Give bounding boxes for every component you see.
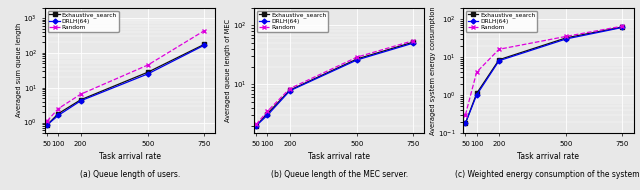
- Exhaustive_search: [461, 122, 469, 124]
- Random: [473, 71, 481, 73]
- Exhaustive_search: [54, 112, 62, 115]
- Line: Random: Random: [45, 29, 206, 123]
- DRLH(64): [286, 90, 294, 92]
- Exhaustive_search: [563, 37, 570, 39]
- Legend: Exhaustive_search, DRLH(64), Random: Exhaustive_search, DRLH(64), Random: [48, 10, 118, 32]
- Exhaustive_search: [286, 89, 294, 91]
- Y-axis label: Averaged sum queue length: Averaged sum queue length: [16, 23, 22, 117]
- X-axis label: Task arrival rate: Task arrival rate: [99, 152, 161, 161]
- Exhaustive_search: [77, 99, 84, 101]
- Random: [618, 25, 626, 27]
- Random: [410, 40, 417, 42]
- DRLH(64): [563, 38, 570, 40]
- DRLH(64): [264, 114, 271, 116]
- Line: DRLH(64): DRLH(64): [45, 44, 205, 127]
- DRLH(64): [44, 124, 51, 126]
- DRLH(64): [618, 26, 626, 29]
- DRLH(64): [54, 114, 62, 116]
- DRLH(64): [410, 42, 417, 44]
- X-axis label: Task arrival rate: Task arrival rate: [517, 152, 579, 161]
- Random: [77, 93, 84, 95]
- Random: [144, 64, 152, 66]
- X-axis label: Task arrival rate: Task arrival rate: [308, 152, 370, 161]
- Exhaustive_search: [252, 124, 260, 127]
- Random: [252, 123, 260, 126]
- DRLH(64): [252, 124, 260, 127]
- Exhaustive_search: [353, 58, 361, 60]
- Line: Exhaustive_search: Exhaustive_search: [463, 25, 624, 125]
- DRLH(64): [77, 100, 84, 102]
- DRLH(64): [473, 94, 481, 96]
- Random: [286, 87, 294, 90]
- DRLH(64): [353, 59, 361, 61]
- Line: Exhaustive_search: Exhaustive_search: [45, 43, 205, 127]
- Exhaustive_search: [410, 41, 417, 43]
- Y-axis label: Averaged system energy consumption: Averaged system energy consumption: [431, 6, 436, 135]
- Line: DRLH(64): DRLH(64): [255, 41, 415, 127]
- Title: (c) Weighted energy consumption of the system.: (c) Weighted energy consumption of the s…: [455, 170, 640, 179]
- Exhaustive_search: [264, 112, 271, 115]
- DRLH(64): [495, 60, 503, 62]
- Y-axis label: Averaged queue length of MEC: Averaged queue length of MEC: [225, 19, 231, 122]
- Line: Random: Random: [463, 24, 625, 117]
- Random: [495, 48, 503, 50]
- Exhaustive_search: [200, 43, 208, 46]
- Title: (b) Queue length of the MEC server.: (b) Queue length of the MEC server.: [271, 170, 408, 179]
- Line: Random: Random: [254, 39, 415, 127]
- DRLH(64): [144, 73, 152, 75]
- Random: [200, 30, 208, 32]
- Random: [54, 108, 62, 110]
- Random: [264, 110, 271, 112]
- Line: DRLH(64): DRLH(64): [463, 26, 624, 125]
- Legend: Exhaustive_search, DRLH(64), Random: Exhaustive_search, DRLH(64), Random: [257, 10, 328, 32]
- Random: [353, 56, 361, 58]
- DRLH(64): [200, 44, 208, 47]
- Exhaustive_search: [144, 71, 152, 73]
- Random: [563, 35, 570, 37]
- Exhaustive_search: [618, 26, 626, 28]
- DRLH(64): [461, 122, 469, 124]
- Exhaustive_search: [473, 92, 481, 95]
- Title: (a) Queue length of users.: (a) Queue length of users.: [80, 170, 180, 179]
- Random: [44, 120, 51, 122]
- Legend: Exhaustive_search, DRLH(64), Random: Exhaustive_search, DRLH(64), Random: [466, 10, 537, 32]
- Exhaustive_search: [44, 124, 51, 126]
- Random: [461, 114, 469, 116]
- Exhaustive_search: [495, 59, 503, 61]
- Line: Exhaustive_search: Exhaustive_search: [255, 40, 415, 127]
